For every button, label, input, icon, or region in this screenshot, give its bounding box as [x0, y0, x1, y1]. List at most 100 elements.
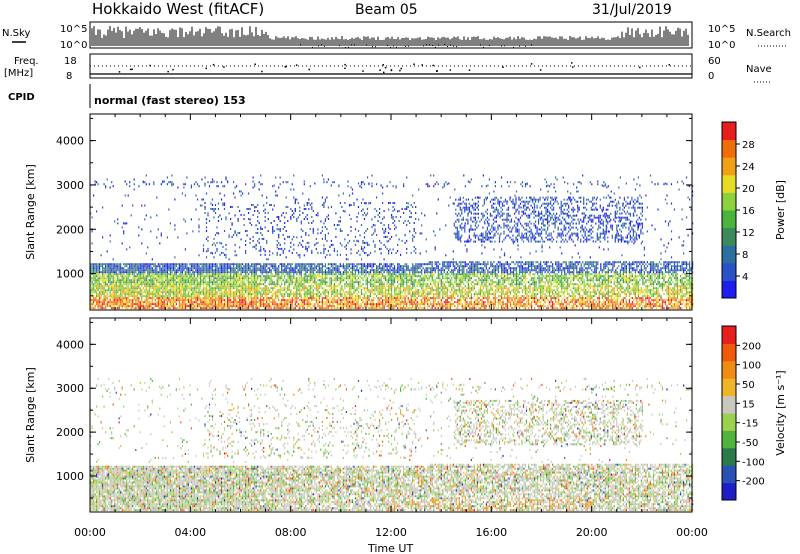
echo-cell: [185, 291, 186, 293]
echo-cell: [430, 261, 431, 263]
echo-cell: [164, 285, 165, 287]
echo-cell: [374, 269, 375, 271]
echo-cell: [98, 275, 99, 277]
echo-cell: [396, 275, 397, 277]
echo-cell: [302, 299, 303, 301]
echo-cell: [277, 307, 278, 309]
echo-cell: [183, 297, 184, 299]
echo-cell: [274, 287, 275, 289]
echo-cell: [314, 293, 315, 295]
echo-cell: [436, 303, 437, 305]
echo-cell: [414, 269, 415, 271]
echo-cell: [162, 299, 163, 301]
echo-cell: [171, 303, 172, 305]
echo-cell: [173, 299, 174, 301]
echo-cell: [170, 291, 171, 293]
echo-cell: [191, 263, 192, 265]
echo-cell: [213, 273, 214, 275]
echo-cell: [432, 269, 433, 271]
echo-cell: [361, 291, 362, 293]
echo-cell: [275, 293, 276, 295]
echo-cell: [207, 301, 208, 303]
echo-cell: [432, 275, 433, 277]
echo-cell: [429, 277, 430, 279]
echo-cell: [233, 287, 234, 289]
echo-cell: [122, 269, 123, 271]
echo-cell: [301, 263, 302, 265]
echo-cell: [247, 265, 248, 267]
echo-cell: [245, 287, 246, 289]
echo-cell: [250, 301, 251, 303]
echo-cell: [227, 279, 228, 281]
echo-cell: [224, 283, 225, 285]
echo-cell: [355, 303, 356, 305]
echo-cell: [358, 303, 359, 305]
echo-cell: [179, 263, 180, 265]
echo-cell: [331, 271, 332, 273]
echo-cell: [253, 301, 254, 303]
echo-cell: [209, 263, 210, 265]
echo-cell: [191, 295, 192, 297]
echo-cell: [284, 299, 285, 301]
echo-cell: [399, 267, 400, 269]
echo-cell: [122, 307, 123, 309]
echo-cell: [308, 297, 309, 299]
echo-cell: [307, 293, 308, 295]
echo-cell: [319, 285, 320, 287]
echo-cell: [212, 307, 213, 309]
echo-cell: [313, 289, 314, 291]
echo-cell: [298, 281, 299, 283]
echo-cell: [259, 293, 260, 295]
echo-cell: [274, 293, 275, 295]
echo-cell: [110, 265, 111, 267]
echo-cell: [250, 291, 251, 293]
echo-cell: [198, 305, 199, 307]
echo-cell: [307, 277, 308, 279]
echo-cell: [168, 263, 169, 265]
echo-cell: [391, 297, 392, 299]
echo-cell: [307, 287, 308, 289]
echo-cell: [171, 291, 172, 293]
echo-cell: [384, 271, 385, 273]
echo-cell: [245, 303, 246, 305]
echo-cell: [346, 303, 347, 305]
echo-cell: [99, 299, 100, 301]
echo-cell: [222, 277, 223, 279]
echo-cell: [183, 273, 184, 275]
echo-cell: [232, 281, 233, 283]
echo-cell: [195, 263, 196, 265]
echo-cell: [349, 277, 350, 279]
echo-cell: [251, 283, 252, 285]
echo-cell: [266, 295, 267, 297]
echo-cell: [441, 299, 442, 301]
echo-cell: [174, 287, 175, 289]
echo-cell: [399, 283, 400, 285]
echo-cell: [439, 287, 440, 289]
echo-cell: [146, 295, 147, 297]
echo-cell: [381, 277, 382, 279]
echo-cell: [114, 267, 115, 269]
echo-cell: [301, 271, 302, 273]
echo-cell: [359, 283, 360, 285]
echo-cell: [180, 293, 181, 295]
echo-cell: [232, 263, 233, 265]
echo-cell: [173, 267, 174, 269]
echo-cell: [384, 305, 385, 307]
echo-cell: [239, 289, 240, 291]
freq-dot: [385, 67, 387, 69]
echo-cell: [427, 299, 428, 301]
echo-cell: [117, 295, 118, 297]
echo-cell: [368, 281, 369, 283]
echo-cell: [123, 273, 124, 275]
echo-cell: [319, 301, 320, 303]
echo-cell: [164, 265, 165, 267]
echo-cell: [447, 295, 448, 297]
echo-cell: [128, 293, 129, 295]
echo-cell: [423, 267, 424, 269]
echo-cell: [251, 275, 252, 277]
echo-cell: [221, 279, 222, 281]
echo-cell: [337, 307, 338, 309]
echo-cell: [453, 265, 454, 267]
echo-cell: [158, 277, 159, 279]
echo-cell: [173, 291, 174, 293]
